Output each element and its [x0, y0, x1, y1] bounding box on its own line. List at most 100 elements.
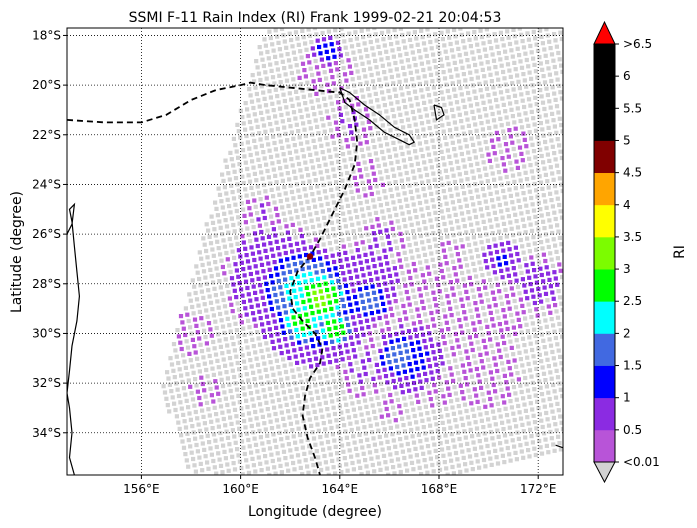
- swath-pixel: [497, 202, 502, 208]
- swath-pixel: [462, 250, 467, 255]
- rain-pixel: [222, 271, 227, 276]
- swath-pixel: [195, 416, 200, 421]
- swath-pixel: [216, 451, 221, 456]
- swath-pixel: [425, 292, 430, 297]
- swath-pixel: [356, 459, 361, 464]
- swath-pixel: [489, 105, 494, 110]
- swath-pixel: [403, 197, 409, 202]
- rain-pixel: [463, 316, 468, 321]
- rain-pixel: [316, 309, 321, 314]
- rain-pixel: [446, 240, 451, 245]
- swath-pixel: [377, 110, 383, 115]
- swath-pixel: [315, 422, 320, 427]
- swath-pixel: [520, 244, 525, 249]
- swath-pixel: [494, 336, 499, 341]
- rain-pixel: [239, 287, 244, 292]
- rain-pixel: [354, 182, 359, 187]
- rain-pixel: [357, 287, 363, 292]
- swath-pixel: [552, 32, 557, 37]
- swath-pixel: [287, 91, 292, 96]
- swath-pixel: [349, 454, 354, 459]
- swath-pixel: [449, 193, 454, 199]
- swath-pixel: [480, 273, 485, 278]
- swath-pixel: [376, 342, 381, 347]
- swath-pixel: [359, 147, 364, 152]
- swath-pixel: [379, 381, 384, 386]
- swath-pixel: [410, 50, 415, 55]
- swath-pixel: [320, 90, 325, 95]
- swath-pixel: [274, 385, 279, 390]
- rain-pixel: [298, 346, 303, 351]
- swath-pixel: [408, 130, 413, 135]
- rain-pixel: [469, 282, 474, 287]
- swath-pixel: [422, 74, 427, 79]
- swath-pixel: [306, 232, 311, 237]
- swath-pixel: [287, 415, 292, 420]
- swath-pixel: [308, 185, 313, 190]
- swath-pixel: [277, 73, 282, 78]
- rain-pixel: [340, 119, 345, 124]
- swath-pixel: [444, 347, 449, 352]
- rain-pixel: [329, 42, 334, 47]
- rain-pixel: [514, 159, 519, 164]
- rain-pixel: [375, 276, 380, 281]
- swath-pixel: [485, 119, 490, 124]
- swath-pixel: [286, 442, 291, 447]
- swath-pixel: [467, 97, 472, 102]
- swath-pixel: [515, 106, 520, 111]
- swath-pixel: [349, 189, 354, 194]
- swath-pixel: [197, 455, 202, 460]
- rain-pixel: [397, 404, 402, 409]
- swath-pixel: [375, 336, 380, 341]
- coastline: [339, 87, 416, 146]
- swath-pixel: [532, 327, 537, 332]
- rain-pixel: [402, 310, 407, 315]
- swath-pixel: [317, 137, 322, 142]
- swath-pixel: [515, 371, 520, 376]
- swath-pixel: [416, 432, 421, 437]
- swath-pixel: [338, 139, 343, 144]
- swath-pixel: [270, 458, 275, 464]
- swath-pixel: [298, 49, 303, 54]
- swath-pixel: [367, 417, 372, 422]
- swath-pixel: [479, 121, 484, 126]
- rain-pixel: [303, 339, 308, 344]
- swath-pixel: [266, 175, 271, 180]
- swath-pixel: [458, 205, 463, 210]
- swath-pixel: [418, 260, 423, 265]
- swath-pixel: [530, 347, 535, 353]
- swath-pixel: [546, 423, 552, 428]
- swath-pixel: [454, 159, 460, 164]
- swath-pixel: [499, 387, 504, 392]
- swath-pixel: [421, 127, 426, 132]
- rain-pixel: [405, 382, 410, 387]
- swath-pixel: [322, 189, 327, 194]
- x-tick-label: 156°E: [123, 482, 160, 496]
- swath-pixel: [329, 128, 334, 133]
- swath-pixel: [423, 312, 428, 317]
- swath-pixel: [408, 156, 413, 161]
- swath-pixel: [253, 145, 258, 150]
- swath-pixel: [523, 316, 528, 321]
- swath-pixel: [506, 181, 511, 186]
- swath-pixel: [464, 144, 469, 149]
- swath-pixel: [443, 135, 448, 140]
- rain-pixel: [467, 362, 472, 367]
- swath-pixel: [188, 298, 193, 303]
- rain-pixel: [364, 345, 369, 350]
- swath-pixel: [238, 108, 243, 113]
- swath-pixel: [529, 315, 534, 320]
- rain-pixel: [344, 257, 349, 262]
- rain-pixel: [426, 357, 431, 362]
- swath-pixel: [179, 373, 184, 378]
- swath-pixel: [175, 387, 180, 392]
- swath-pixel: [396, 73, 401, 78]
- rain-pixel: [253, 290, 258, 295]
- swath-pixel: [375, 455, 380, 460]
- swath-pixel: [448, 247, 453, 252]
- swath-pixel: [540, 246, 545, 251]
- swath-pixel: [464, 111, 469, 116]
- rain-pixel: [371, 290, 377, 295]
- swath-pixel: [199, 349, 205, 354]
- swath-pixel: [297, 400, 302, 405]
